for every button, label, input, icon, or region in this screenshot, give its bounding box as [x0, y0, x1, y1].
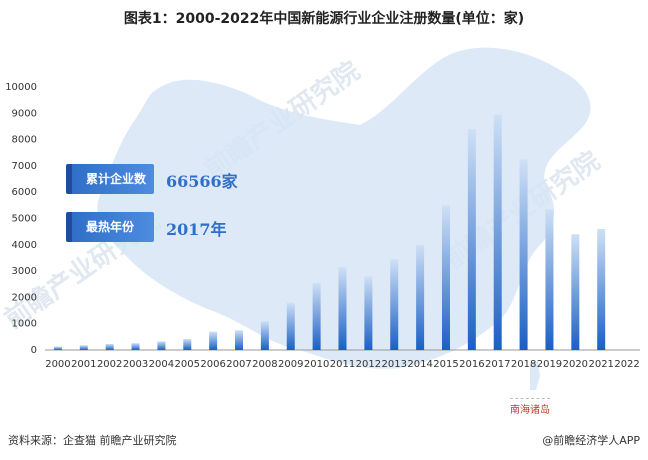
bar	[105, 343, 114, 350]
bar	[545, 209, 554, 350]
x-tick-label: 2016	[459, 359, 484, 370]
x-tick-label: 2001	[71, 359, 96, 370]
peak-year-label: 最热年份	[66, 212, 154, 242]
bar	[571, 234, 580, 350]
bar	[416, 244, 425, 350]
bar	[390, 259, 399, 350]
bar	[441, 205, 450, 350]
y-tick-label: 7000	[12, 161, 37, 172]
bar	[209, 331, 218, 350]
bar	[338, 267, 347, 350]
x-tick-label: 2000	[45, 359, 70, 370]
bar	[519, 159, 528, 350]
x-tick-label: 2014	[407, 359, 432, 370]
y-tick-label: 4000	[12, 240, 37, 251]
x-tick-label: 2006	[200, 359, 225, 370]
y-tick-label: 2000	[12, 292, 37, 303]
bar	[183, 338, 192, 350]
bar	[131, 343, 140, 350]
x-tick-label: 2010	[304, 359, 329, 370]
peak-year-value: 2017年	[166, 220, 227, 239]
y-tick-label: 8000	[12, 135, 37, 146]
x-tick-label: 2019	[537, 359, 562, 370]
bar	[157, 341, 166, 350]
bar	[493, 114, 502, 351]
south-sea-islands-shape	[530, 362, 540, 390]
source-text: 资料来源：企查猫 前瞻产业研究院	[8, 434, 177, 447]
bar-chart: 0 1000 2000 3000 4000 5000 6000 7000 8000 9000 100…	[5, 47, 640, 390]
x-axis: 2000 2001 2002 2003 2004 2005 2006 2007 2008 2009…	[45, 359, 640, 370]
bar	[235, 330, 244, 350]
bar	[364, 276, 373, 350]
chart-title: 图表1：2000-2022年中国新能源行业企业注册数量(单位：家)	[123, 11, 525, 27]
y-tick-label: 3000	[12, 266, 37, 277]
y-tick-label: 0	[31, 345, 37, 356]
x-tick-label: 2017	[485, 359, 510, 370]
x-tick-label: 2021	[588, 359, 613, 370]
x-tick-label: 2009	[278, 359, 303, 370]
x-tick-label: 2015	[433, 359, 458, 370]
x-tick-label: 2007	[226, 359, 251, 370]
y-tick-label: 5000	[12, 214, 37, 225]
x-tick-label: 2003	[123, 359, 148, 370]
x-tick-label: 2002	[97, 359, 122, 370]
brand-text: @前瞻经济学人APP	[542, 434, 640, 447]
x-tick-label: 2020	[563, 359, 588, 370]
bar	[597, 229, 606, 350]
bar	[53, 346, 62, 350]
cumulative-value: 66566家	[166, 172, 238, 191]
y-tick-label: 1000	[12, 319, 37, 330]
x-tick-label: 2004	[149, 359, 174, 370]
cumulative-label: 累计企业数	[66, 164, 154, 194]
bar	[286, 302, 295, 350]
china-map-shape	[97, 47, 591, 369]
y-tick-label: 9000	[12, 108, 37, 119]
x-tick-label: 2018	[511, 359, 536, 370]
x-tick-label: 2022	[614, 359, 639, 370]
x-tick-label: 2013	[382, 359, 407, 370]
x-tick-label: 2008	[252, 359, 277, 370]
y-tick-label: 6000	[12, 187, 37, 198]
x-tick-label: 2012	[356, 359, 381, 370]
bar	[467, 129, 476, 350]
bar	[79, 345, 88, 350]
south-sea-islands-label: 南海诸岛	[510, 398, 550, 416]
bar	[312, 282, 321, 350]
x-tick-label: 2011	[330, 359, 355, 370]
bar-series	[53, 114, 606, 351]
y-tick-label: 10000	[5, 82, 37, 93]
bar	[260, 321, 269, 350]
x-tick-label: 2005	[175, 359, 200, 370]
